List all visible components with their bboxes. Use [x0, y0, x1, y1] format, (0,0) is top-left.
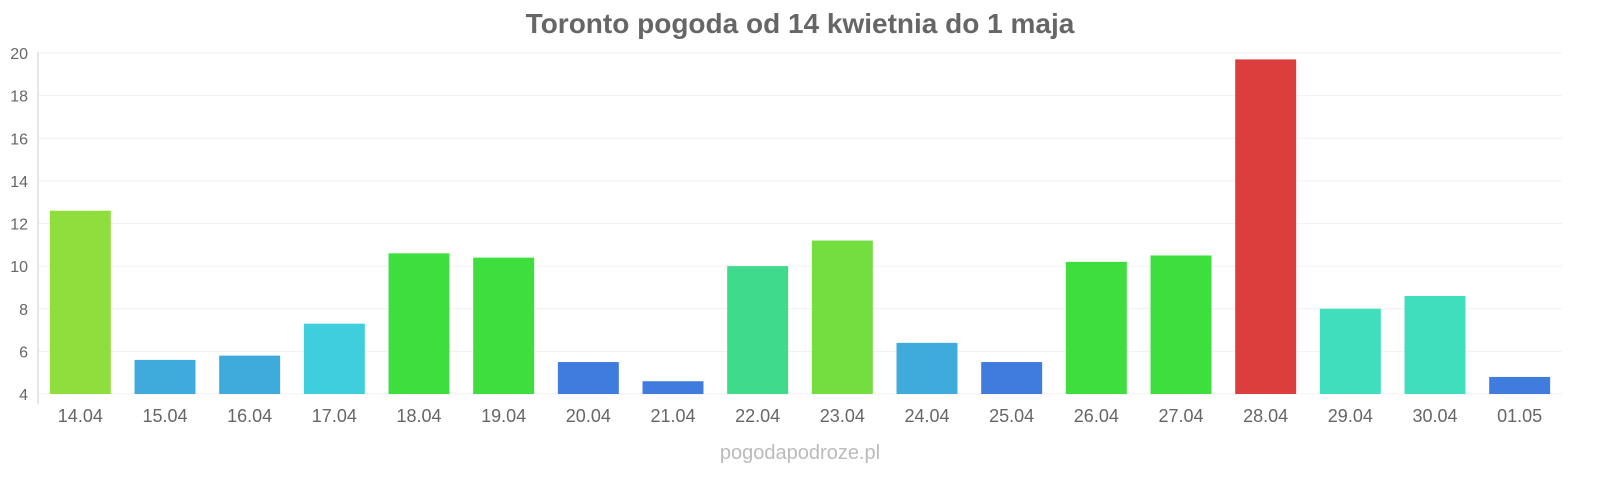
x-tick-label: 25.04 — [989, 406, 1034, 426]
bar — [388, 253, 450, 394]
x-tick-label: 18.04 — [396, 406, 441, 426]
bar — [1319, 308, 1381, 394]
y-tick-label: 14 — [10, 174, 28, 191]
y-tick-label: 8 — [19, 302, 28, 319]
x-tick-label: 15.04 — [142, 406, 187, 426]
x-tick-label: 30.04 — [1412, 406, 1457, 426]
bar — [557, 362, 619, 394]
y-tick-label: 12 — [10, 217, 28, 234]
x-tick-label: 24.04 — [904, 406, 949, 426]
x-tick-label: 17.04 — [312, 406, 357, 426]
chart-title: Toronto pogoda od 14 kwietnia do 1 maja — [526, 8, 1075, 39]
x-tick-label: 19.04 — [481, 406, 526, 426]
x-tick-label: 01.05 — [1497, 406, 1542, 426]
watermark: pogodapodroze.pl — [720, 442, 880, 464]
x-tick-label: 21.04 — [650, 406, 695, 426]
y-tick-label: 18 — [10, 89, 28, 106]
x-tick-label: 29.04 — [1328, 406, 1373, 426]
bar — [1150, 255, 1212, 394]
bar — [811, 240, 873, 394]
y-tick-label: 20 — [10, 46, 28, 63]
bar — [642, 381, 704, 394]
x-tick-label: 14.04 — [58, 406, 103, 426]
bar — [1065, 261, 1127, 394]
bar — [219, 355, 281, 394]
bar — [49, 210, 111, 394]
y-tick-label: 10 — [10, 259, 28, 276]
bar — [1404, 295, 1466, 394]
bar — [1235, 59, 1297, 395]
bar — [1489, 376, 1551, 394]
x-tick-label: 20.04 — [566, 406, 611, 426]
y-tick-label: 6 — [19, 344, 28, 361]
bar — [473, 257, 535, 394]
bar — [727, 266, 789, 394]
x-tick-label: 23.04 — [820, 406, 865, 426]
x-tick-label: 26.04 — [1074, 406, 1119, 426]
x-tick-label: 27.04 — [1158, 406, 1203, 426]
x-tick-label: 22.04 — [735, 406, 780, 426]
y-tick-label: 4 — [19, 387, 28, 404]
x-tick-label: 28.04 — [1243, 406, 1288, 426]
bar — [303, 323, 365, 394]
x-tick-label: 16.04 — [227, 406, 272, 426]
bar — [134, 359, 196, 394]
y-tick-label: 16 — [10, 131, 28, 148]
bar — [896, 342, 958, 394]
bar — [981, 362, 1043, 394]
